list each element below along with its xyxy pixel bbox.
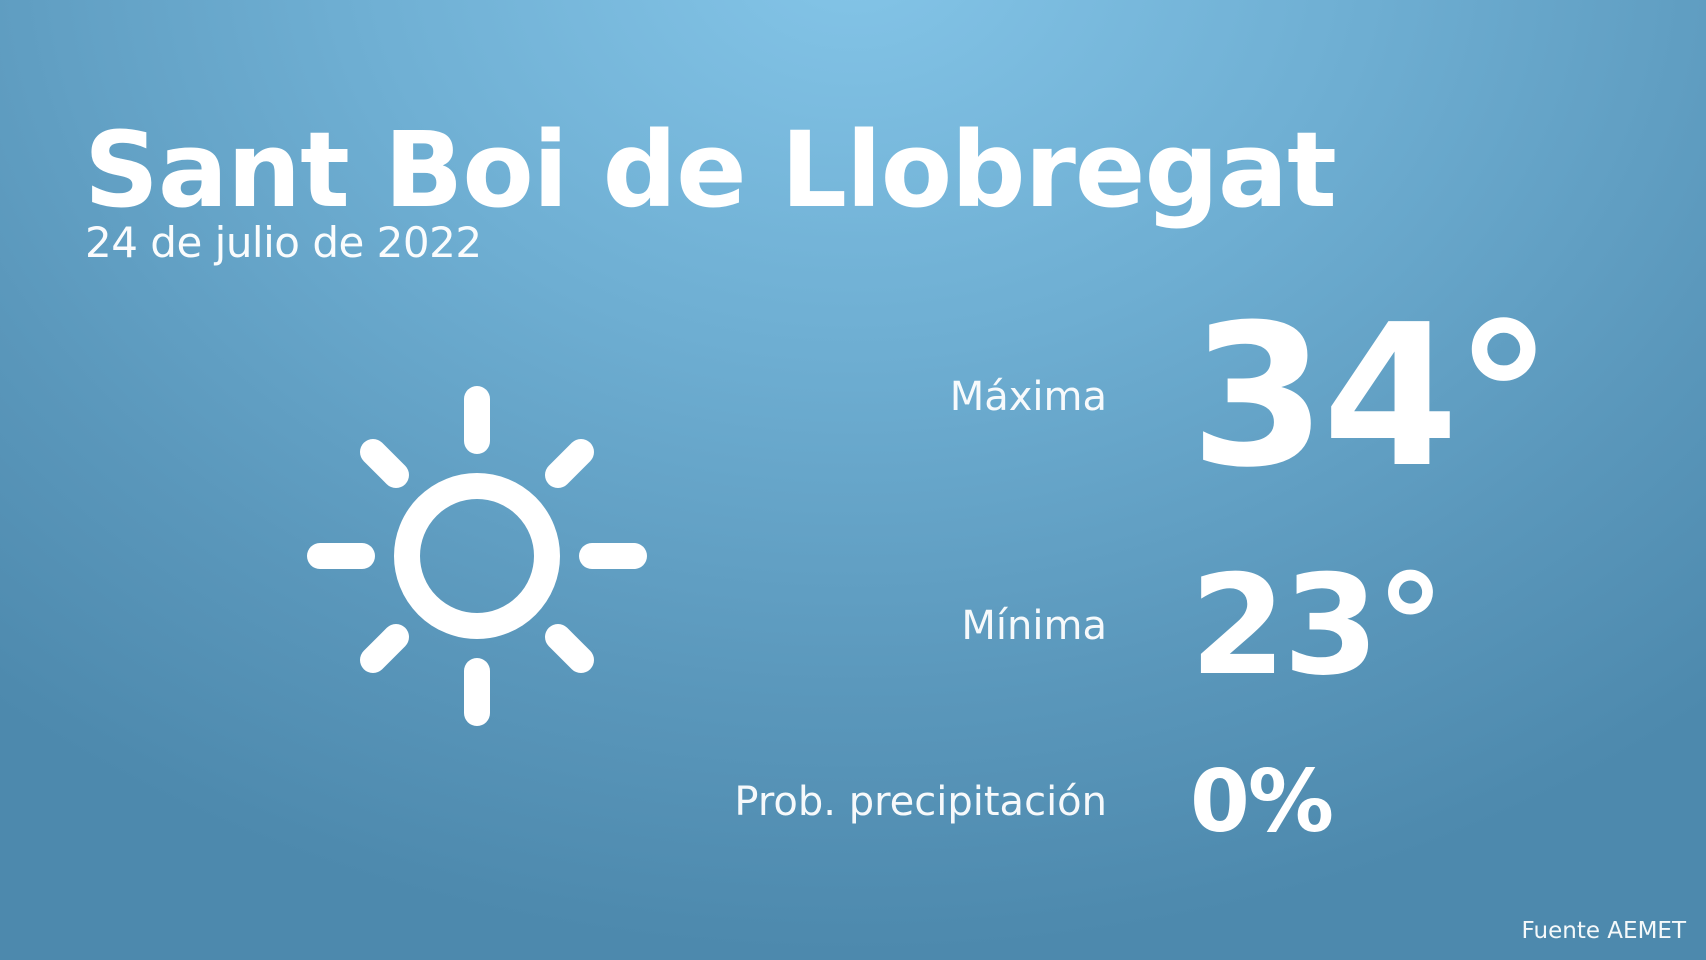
precip-label: Prob. precipitación (734, 779, 1107, 825)
precip-value: 0% (1190, 752, 1334, 852)
sun-icon (307, 386, 647, 726)
min-label: Mínima (961, 603, 1107, 649)
max-label: Máxima (949, 374, 1107, 420)
max-value: 34° (1190, 283, 1553, 511)
min-value: 23° (1190, 545, 1445, 706)
forecast-date: 24 de julio de 2022 (85, 218, 482, 267)
source-credit: Fuente AEMET (1521, 918, 1686, 944)
location-title: Sant Boi de Llobregat (84, 109, 1337, 231)
